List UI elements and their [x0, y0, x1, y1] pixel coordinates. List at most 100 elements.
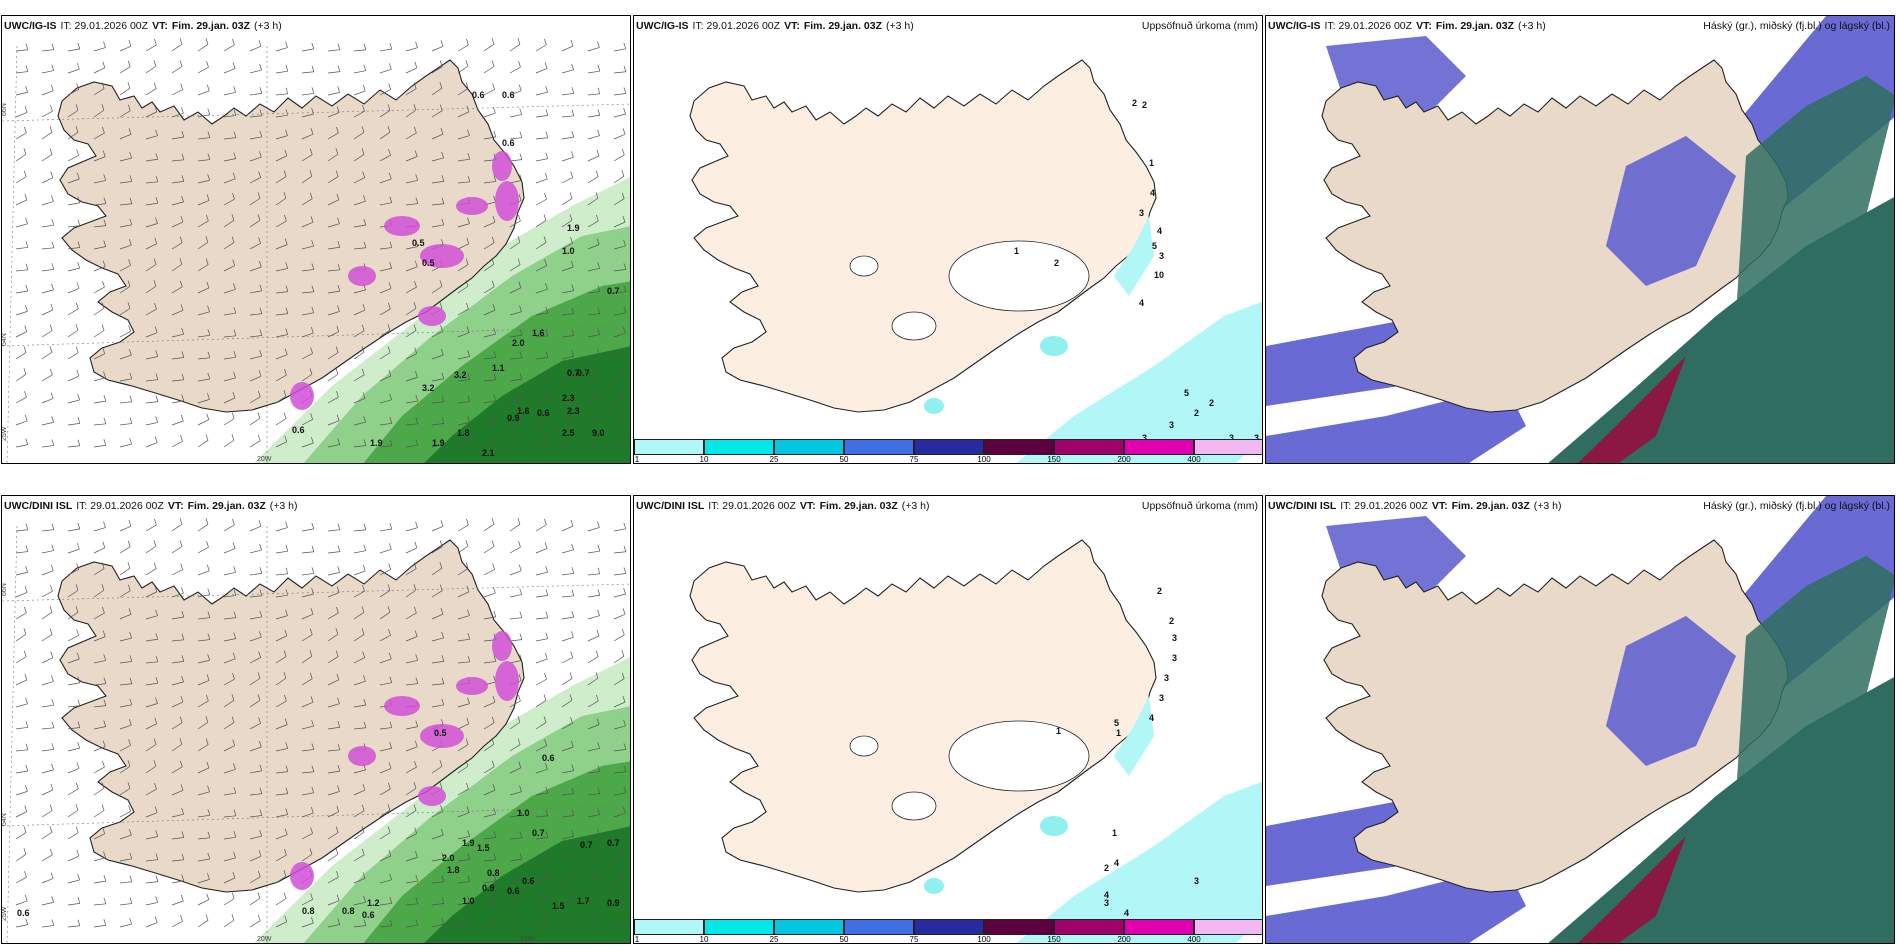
wind-barb-feather: [129, 875, 133, 882]
wind-barb-feather: [493, 130, 497, 137]
wind-barb: [457, 703, 470, 708]
wind-barb: [353, 398, 366, 404]
wind-barb-feather: [569, 672, 573, 679]
wind-barb: [171, 286, 183, 294]
wind-barb: [145, 765, 157, 774]
precip-value-label: 0.6: [502, 90, 515, 100]
wind-barb-feather: [440, 828, 444, 836]
colorbar-tick-label: 1: [634, 455, 640, 464]
wind-barb: [145, 545, 157, 554]
wind-barb: [119, 745, 131, 752]
wind-barb-feather: [439, 82, 443, 89]
wind-barb-feather: [285, 328, 289, 335]
wind-barb-feather: [259, 109, 263, 116]
wind-barb: [613, 922, 626, 928]
wind-barb-feather: [440, 520, 444, 527]
wind-barb-feather: [77, 42, 81, 50]
wind-barb-feather: [571, 87, 575, 94]
wind-barb: [353, 289, 366, 294]
wind-barb: [613, 221, 626, 228]
wind-barb: [353, 49, 366, 52]
wind-barb-feather: [231, 716, 235, 723]
wind-barb: [561, 700, 573, 708]
wind-barb: [249, 355, 262, 360]
wind-barb-feather: [466, 436, 470, 443]
wind-barb-feather: [75, 782, 79, 789]
wind-barb: [249, 815, 262, 818]
wind-barb: [197, 311, 210, 316]
wind-barb: [561, 440, 573, 448]
wind-barb-feather: [128, 608, 132, 615]
precip-value-label: 3: [1194, 876, 1199, 886]
wind-barb-feather: [622, 916, 626, 924]
wind-barb-feather: [441, 677, 445, 684]
wind-barb: [405, 330, 417, 338]
wind-barb-feather: [101, 804, 105, 811]
wind-barb: [431, 834, 444, 840]
wind-barb-feather: [285, 589, 289, 596]
lat-64n-label: 64N: [2, 813, 8, 826]
wind-barb: [301, 528, 314, 532]
wind-barb: [327, 679, 339, 686]
wind-barb-feather: [491, 518, 495, 525]
wind-barb-feather: [413, 562, 417, 569]
wind-barb: [405, 156, 418, 162]
wind-barb-feather: [387, 826, 391, 833]
wind-barb: [327, 770, 340, 774]
wind-barb-feather: [569, 892, 573, 899]
glacier-vatnajokull: [948, 240, 1090, 312]
precip-value-label: 2: [1132, 98, 1137, 108]
wind-barb: [249, 657, 261, 664]
wind-barb: [15, 791, 28, 796]
wind-barb-feather: [622, 216, 626, 223]
wind-barb: [301, 175, 313, 184]
wind-barb-feather: [77, 522, 81, 530]
wind-barb-feather: [127, 302, 131, 309]
wind-barb-feather: [596, 828, 600, 835]
wind-barb: [431, 45, 444, 52]
wind-barb: [41, 445, 54, 448]
wind-barb: [93, 568, 105, 576]
wind-barb-feather: [466, 916, 470, 923]
wind-barb: [197, 159, 210, 162]
wind-barb-feather: [465, 60, 469, 67]
wind-barb: [327, 290, 340, 294]
wind-barb-feather: [24, 871, 27, 878]
wind-barb: [93, 246, 106, 250]
lead-time: (+3 h): [1533, 500, 1562, 512]
wind-barb: [249, 549, 262, 554]
wind-barb-feather: [622, 128, 626, 135]
wind-barb: [171, 900, 184, 906]
wind-barb: [509, 570, 522, 576]
wind-barb: [587, 244, 600, 250]
wind-barb-feather: [77, 897, 81, 904]
wind-barb-feather: [518, 61, 521, 68]
wind-barb-feather: [439, 584, 443, 591]
valid-time-label: VT:: [152, 20, 168, 32]
wind-barb: [561, 770, 574, 774]
wind-barb-feather: [441, 852, 445, 859]
wind-barb: [535, 700, 547, 708]
wind-barb: [535, 877, 548, 884]
snow-blob: [420, 724, 464, 748]
lead-time: (+3 h): [254, 20, 282, 32]
wind-barb: [15, 153, 27, 162]
wind-barb: [275, 93, 288, 96]
snow-blob: [290, 862, 314, 890]
wind-barb: [379, 569, 391, 576]
wind-barb-feather: [545, 589, 549, 596]
wind-barb-feather: [621, 870, 625, 877]
wind-barb-feather: [233, 152, 237, 159]
wind-barb-feather: [623, 545, 627, 552]
wind-barb-feather: [232, 193, 235, 200]
wind-barb: [587, 677, 599, 686]
precip-area-max: [424, 346, 630, 463]
wind-barb: [93, 833, 105, 840]
wind-barb: [483, 420, 496, 426]
wind-barb: [249, 198, 261, 206]
wind-barb-feather: [103, 439, 107, 446]
wind-barb: [613, 71, 626, 74]
wind-barb: [197, 721, 209, 730]
wind-barb-feather: [363, 241, 367, 248]
wind-barb: [67, 423, 80, 426]
